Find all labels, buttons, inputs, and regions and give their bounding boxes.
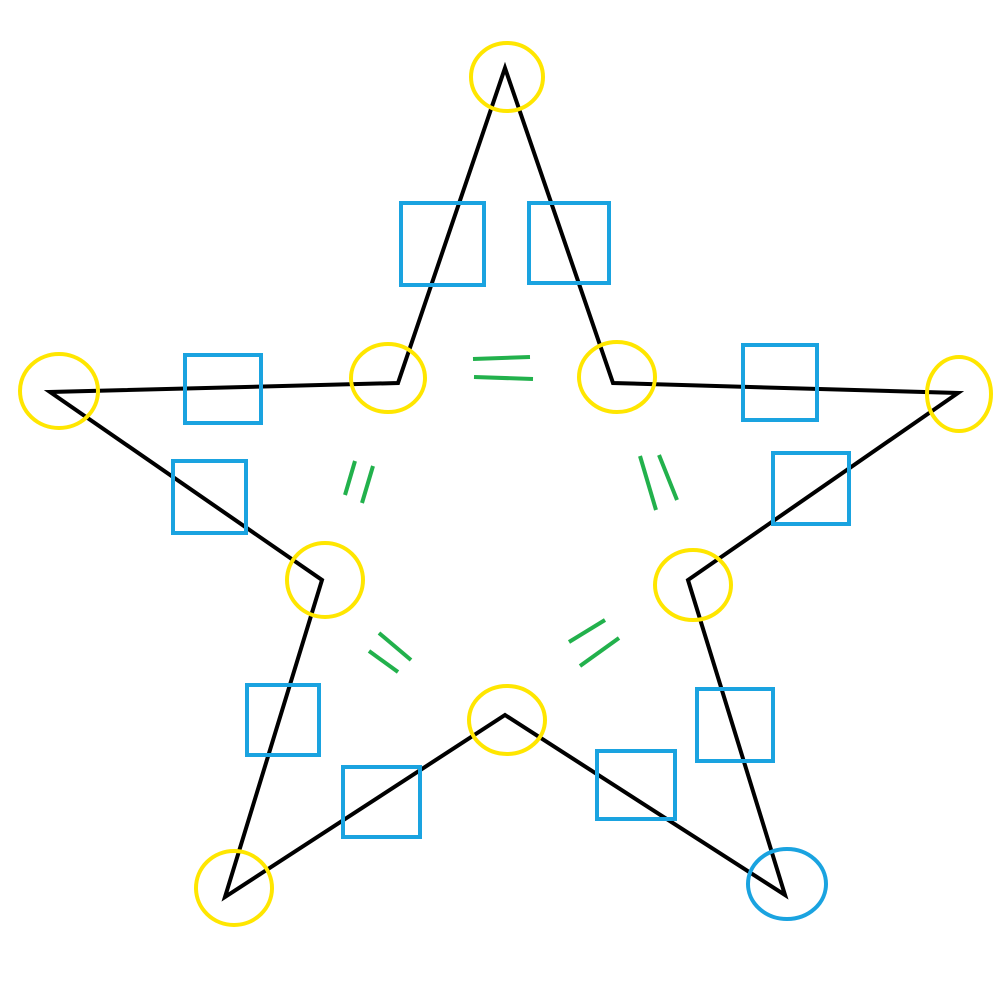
equal-mark-lower-left	[367, 631, 413, 674]
star-outline	[43, 61, 965, 902]
vertex-marker-bottom-right-tip	[746, 847, 828, 921]
vertex-marker-lower-right-inner	[653, 548, 733, 622]
vertex-marker-upper-left-inner	[349, 342, 427, 414]
vertex-marker-upper-right-inner	[577, 340, 657, 414]
side-marker-square	[399, 201, 486, 287]
vertex-marker-top-tip	[469, 41, 545, 113]
vertex-marker-bottom-left-tip	[194, 849, 274, 927]
vertex-marker-lower-left-inner	[285, 541, 365, 619]
vertex-marker-right-tip	[925, 355, 993, 433]
vertex-marker-bottom-inner	[467, 684, 547, 756]
side-marker-square	[183, 353, 263, 425]
side-marker-square	[527, 201, 611, 285]
vertex-marker-left-tip	[18, 352, 100, 430]
equal-mark-lower-right	[567, 618, 621, 668]
equal-mark-upper-right	[638, 454, 679, 511]
equal-mark-top	[472, 355, 534, 381]
equal-mark-upper-left	[343, 460, 375, 504]
equal-marks	[343, 355, 679, 674]
vertex-markers	[18, 41, 993, 927]
side-marker-square	[695, 687, 775, 763]
side-markers	[171, 201, 851, 839]
side-marker-square	[771, 451, 851, 526]
side-marker-square	[595, 749, 677, 821]
side-marker-square	[171, 459, 248, 535]
side-marker-square	[741, 343, 819, 422]
side-marker-square	[245, 683, 321, 757]
side-marker-square	[341, 765, 422, 839]
